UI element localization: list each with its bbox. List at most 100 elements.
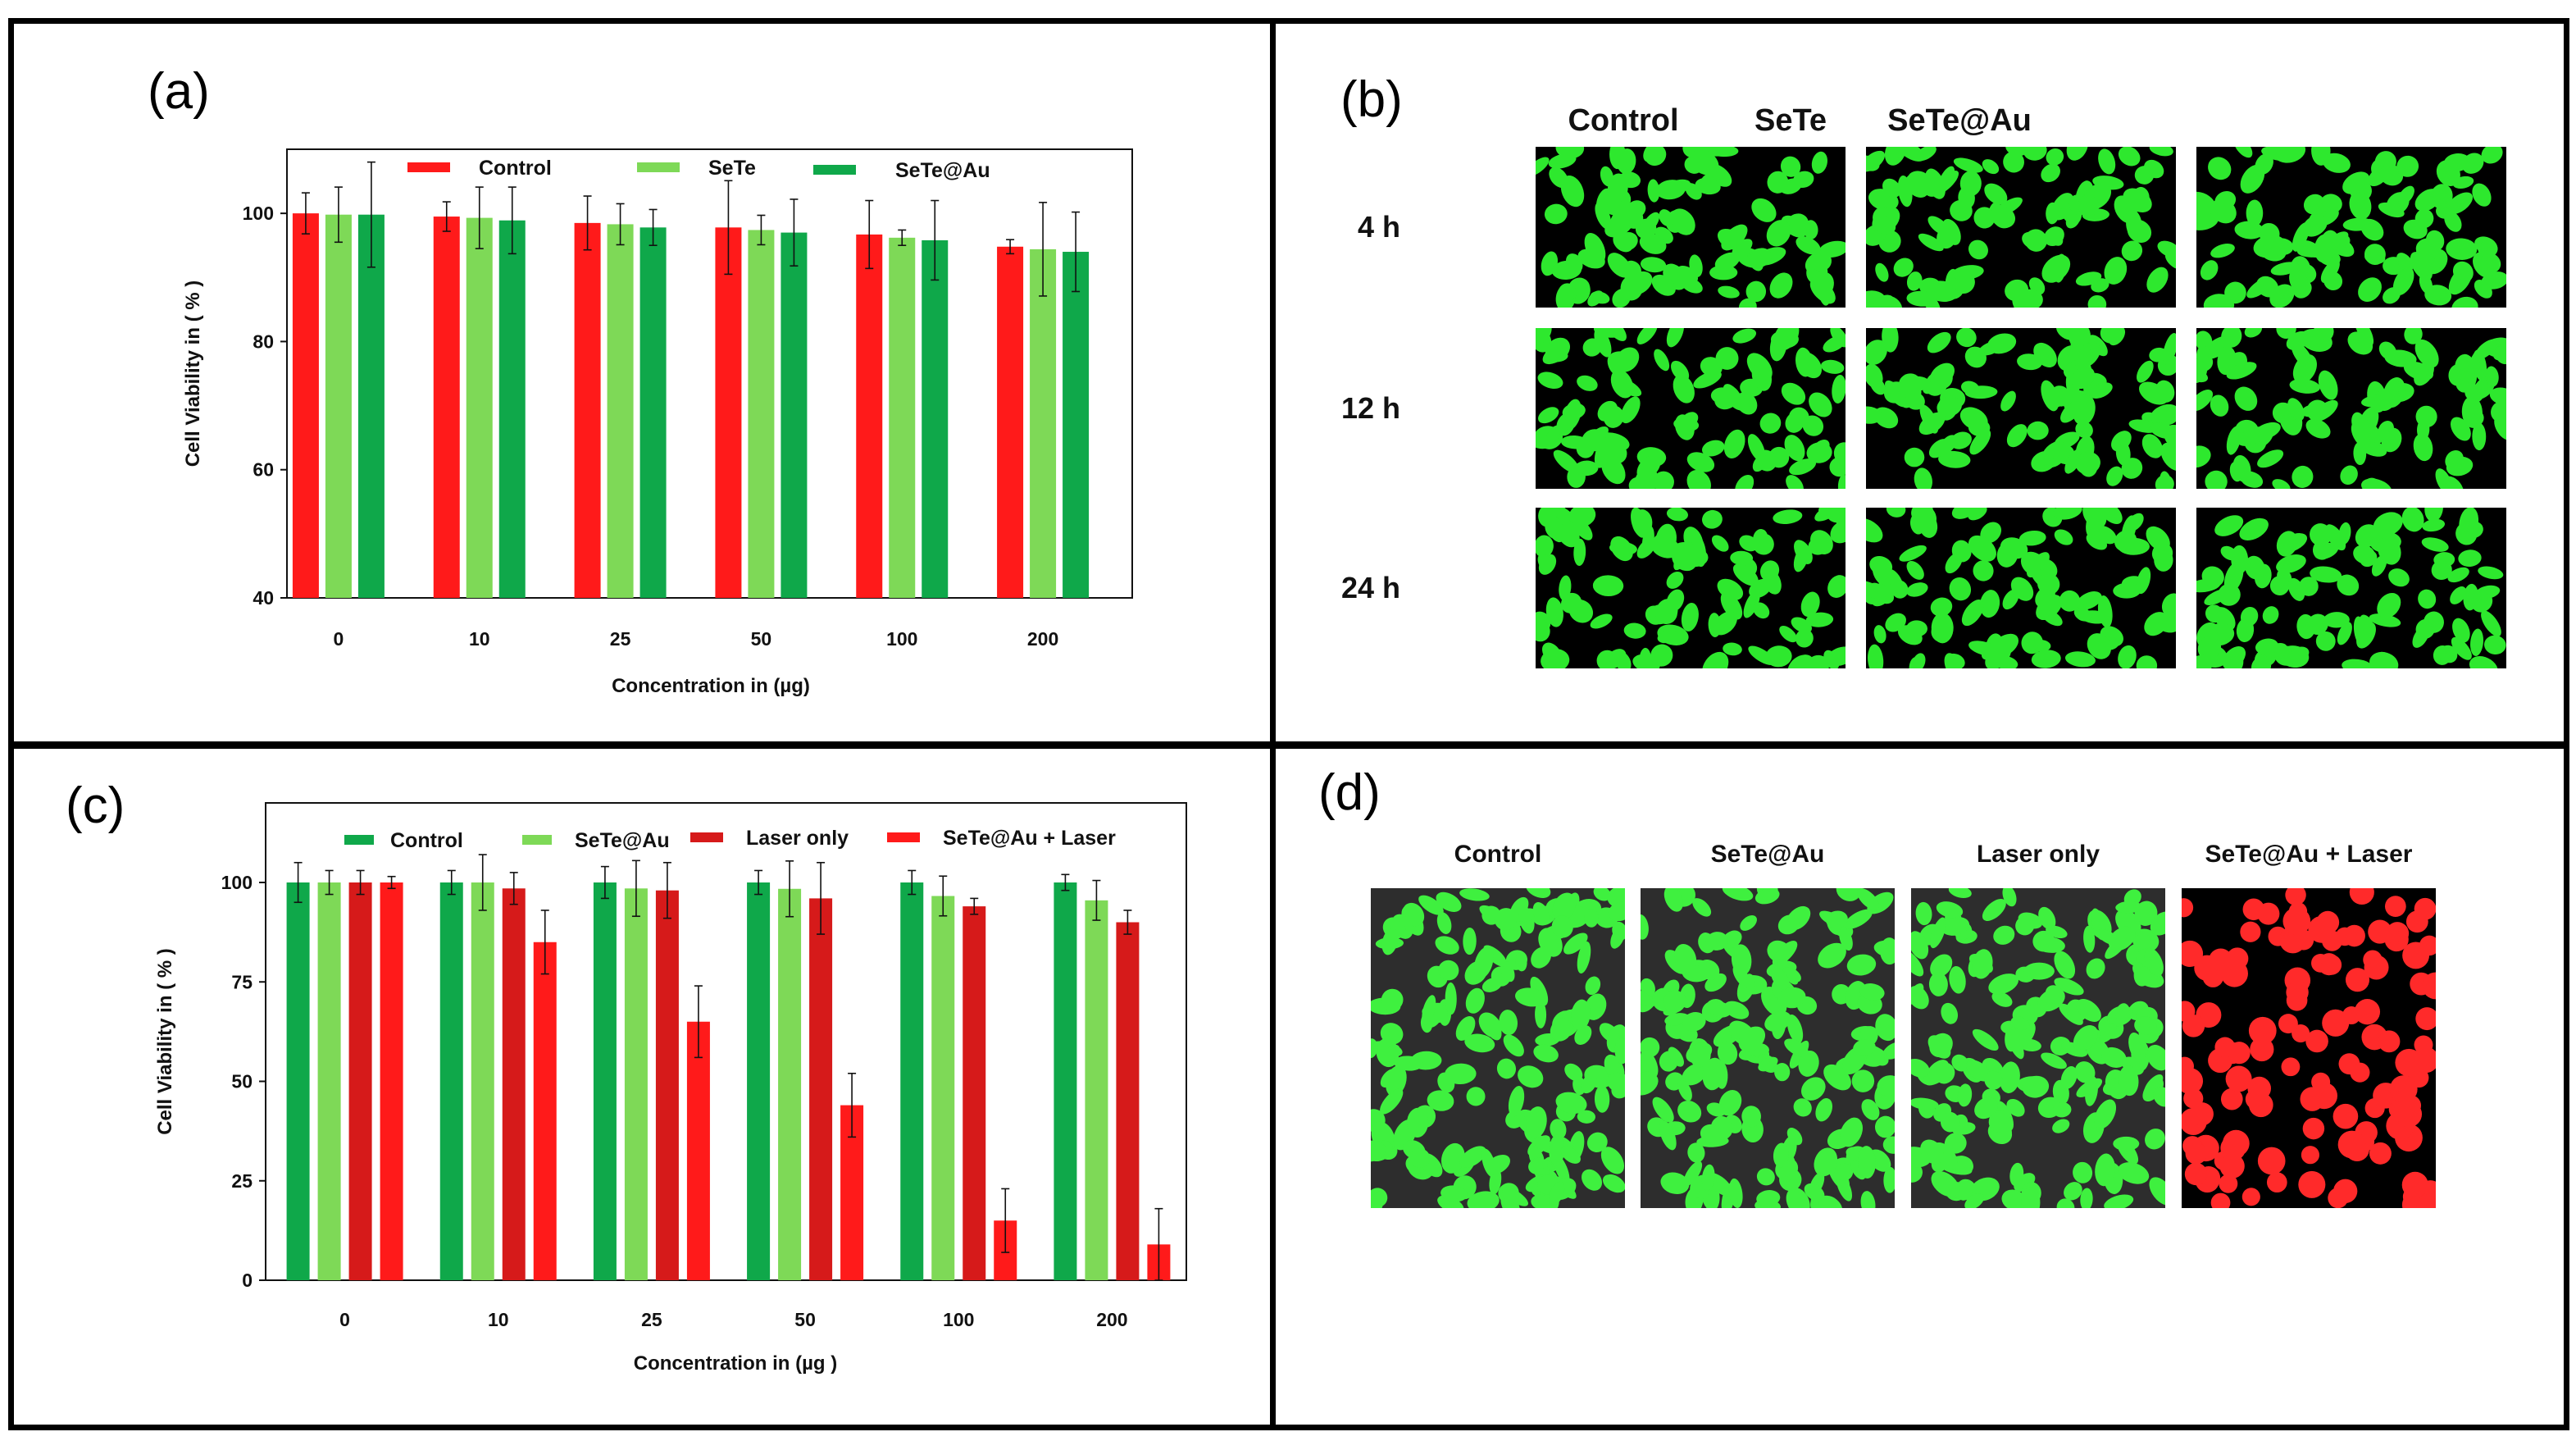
cell — [1560, 176, 1585, 207]
figure-frame — [8, 18, 2569, 1430]
cell — [1866, 340, 1887, 365]
cell — [2298, 1170, 2326, 1198]
bar — [380, 882, 403, 1280]
cell — [1690, 149, 1719, 176]
cell — [1577, 941, 1591, 974]
cell — [1911, 1097, 1939, 1110]
cell — [2253, 235, 2286, 258]
cell — [2117, 1162, 2150, 1184]
cell — [1904, 447, 1925, 467]
cell — [1769, 272, 1793, 299]
cell — [2337, 1130, 2366, 1159]
cell — [2018, 530, 2046, 546]
cell — [2134, 166, 2155, 185]
cell — [2369, 1142, 2392, 1165]
cell — [1409, 1148, 1431, 1168]
cell — [2401, 1171, 2428, 1198]
cell — [2472, 422, 2487, 451]
cell — [1915, 901, 1932, 926]
cell — [1595, 202, 1612, 230]
cell — [1786, 475, 1804, 489]
cell — [1973, 560, 1994, 581]
cell — [1437, 1072, 1455, 1093]
bar — [748, 230, 775, 598]
cell — [1923, 1062, 1952, 1086]
cell — [1982, 898, 2006, 921]
bar — [471, 882, 494, 1280]
cell — [1650, 536, 1680, 559]
panel-d-micrograph-row: (d) Control SeTe@Au Laser only SeTe@Au + La… — [1318, 764, 2436, 1208]
cell — [1846, 954, 1877, 976]
cell — [1717, 1041, 1738, 1065]
cell — [2010, 1016, 2030, 1030]
cell — [2287, 398, 2305, 422]
cell — [1860, 1191, 1876, 1208]
cell — [1550, 1119, 1567, 1140]
cell — [1612, 376, 1642, 397]
cell — [2461, 153, 2484, 174]
cell — [1957, 1083, 1973, 1107]
cell — [1950, 431, 1972, 449]
y-tick-label: 100 — [243, 203, 274, 224]
panel-b-row-headers: 4 h 12 h 24 h — [1341, 210, 1400, 604]
cell — [1440, 1142, 1465, 1174]
cell — [2282, 907, 2311, 935]
cell — [1672, 546, 1697, 572]
cell — [2203, 294, 2235, 308]
cell — [2397, 185, 2414, 205]
cell — [1533, 1044, 1559, 1063]
cell — [2226, 947, 2249, 970]
cell — [1702, 1057, 1725, 1091]
x-tick-label: 0 — [334, 628, 344, 650]
cell — [2054, 978, 2084, 996]
cell — [2208, 157, 2232, 180]
cell — [1709, 265, 1738, 280]
cell — [1587, 290, 1604, 307]
cell — [2074, 1061, 2096, 1083]
cell — [2422, 972, 2436, 1000]
legend-swatch — [522, 835, 552, 845]
x-tick-label: 50 — [751, 628, 772, 650]
x-axis-title-c: Concentration in (µg ) — [634, 1352, 837, 1375]
cell — [1941, 916, 1970, 936]
cell — [1959, 171, 1982, 197]
cell — [1810, 530, 1833, 555]
cell — [2478, 240, 2498, 258]
cell — [2219, 1174, 2238, 1193]
cell — [1851, 1069, 1875, 1092]
cell — [2412, 625, 2430, 648]
cell — [2416, 1192, 2436, 1208]
cell — [1647, 179, 1660, 203]
cell — [1701, 440, 1725, 457]
cell — [1793, 1098, 1812, 1117]
cell — [2379, 164, 2404, 186]
cell — [1753, 528, 1768, 548]
cell — [2403, 361, 2434, 381]
cell — [2368, 919, 2392, 944]
cell — [2233, 147, 2253, 158]
cell — [2136, 655, 2158, 668]
panel-b-micrograph-grid: (b) Control SeTe SeTe@Au 4 h 12 h 24 h — [1340, 71, 2506, 668]
cell — [1811, 151, 1828, 174]
cell — [1459, 888, 1490, 901]
cell — [2378, 421, 2394, 440]
cell — [1706, 1102, 1726, 1117]
cell — [1505, 1110, 1525, 1129]
cell — [1531, 1194, 1552, 1208]
cell — [1552, 892, 1577, 921]
cell — [2182, 1056, 2194, 1076]
cell — [1463, 927, 1477, 955]
cell — [2150, 911, 2165, 936]
cell — [1981, 643, 1998, 660]
cell — [1765, 645, 1792, 668]
bar — [781, 232, 808, 598]
cell — [1705, 932, 1728, 951]
cell — [1702, 651, 1729, 668]
cell — [1623, 271, 1653, 296]
cell — [1809, 250, 1832, 271]
cell — [1911, 986, 1929, 1010]
cell — [1877, 1075, 1895, 1097]
cell — [2451, 636, 2472, 660]
cell — [1558, 283, 1577, 303]
cell — [2003, 151, 2024, 173]
